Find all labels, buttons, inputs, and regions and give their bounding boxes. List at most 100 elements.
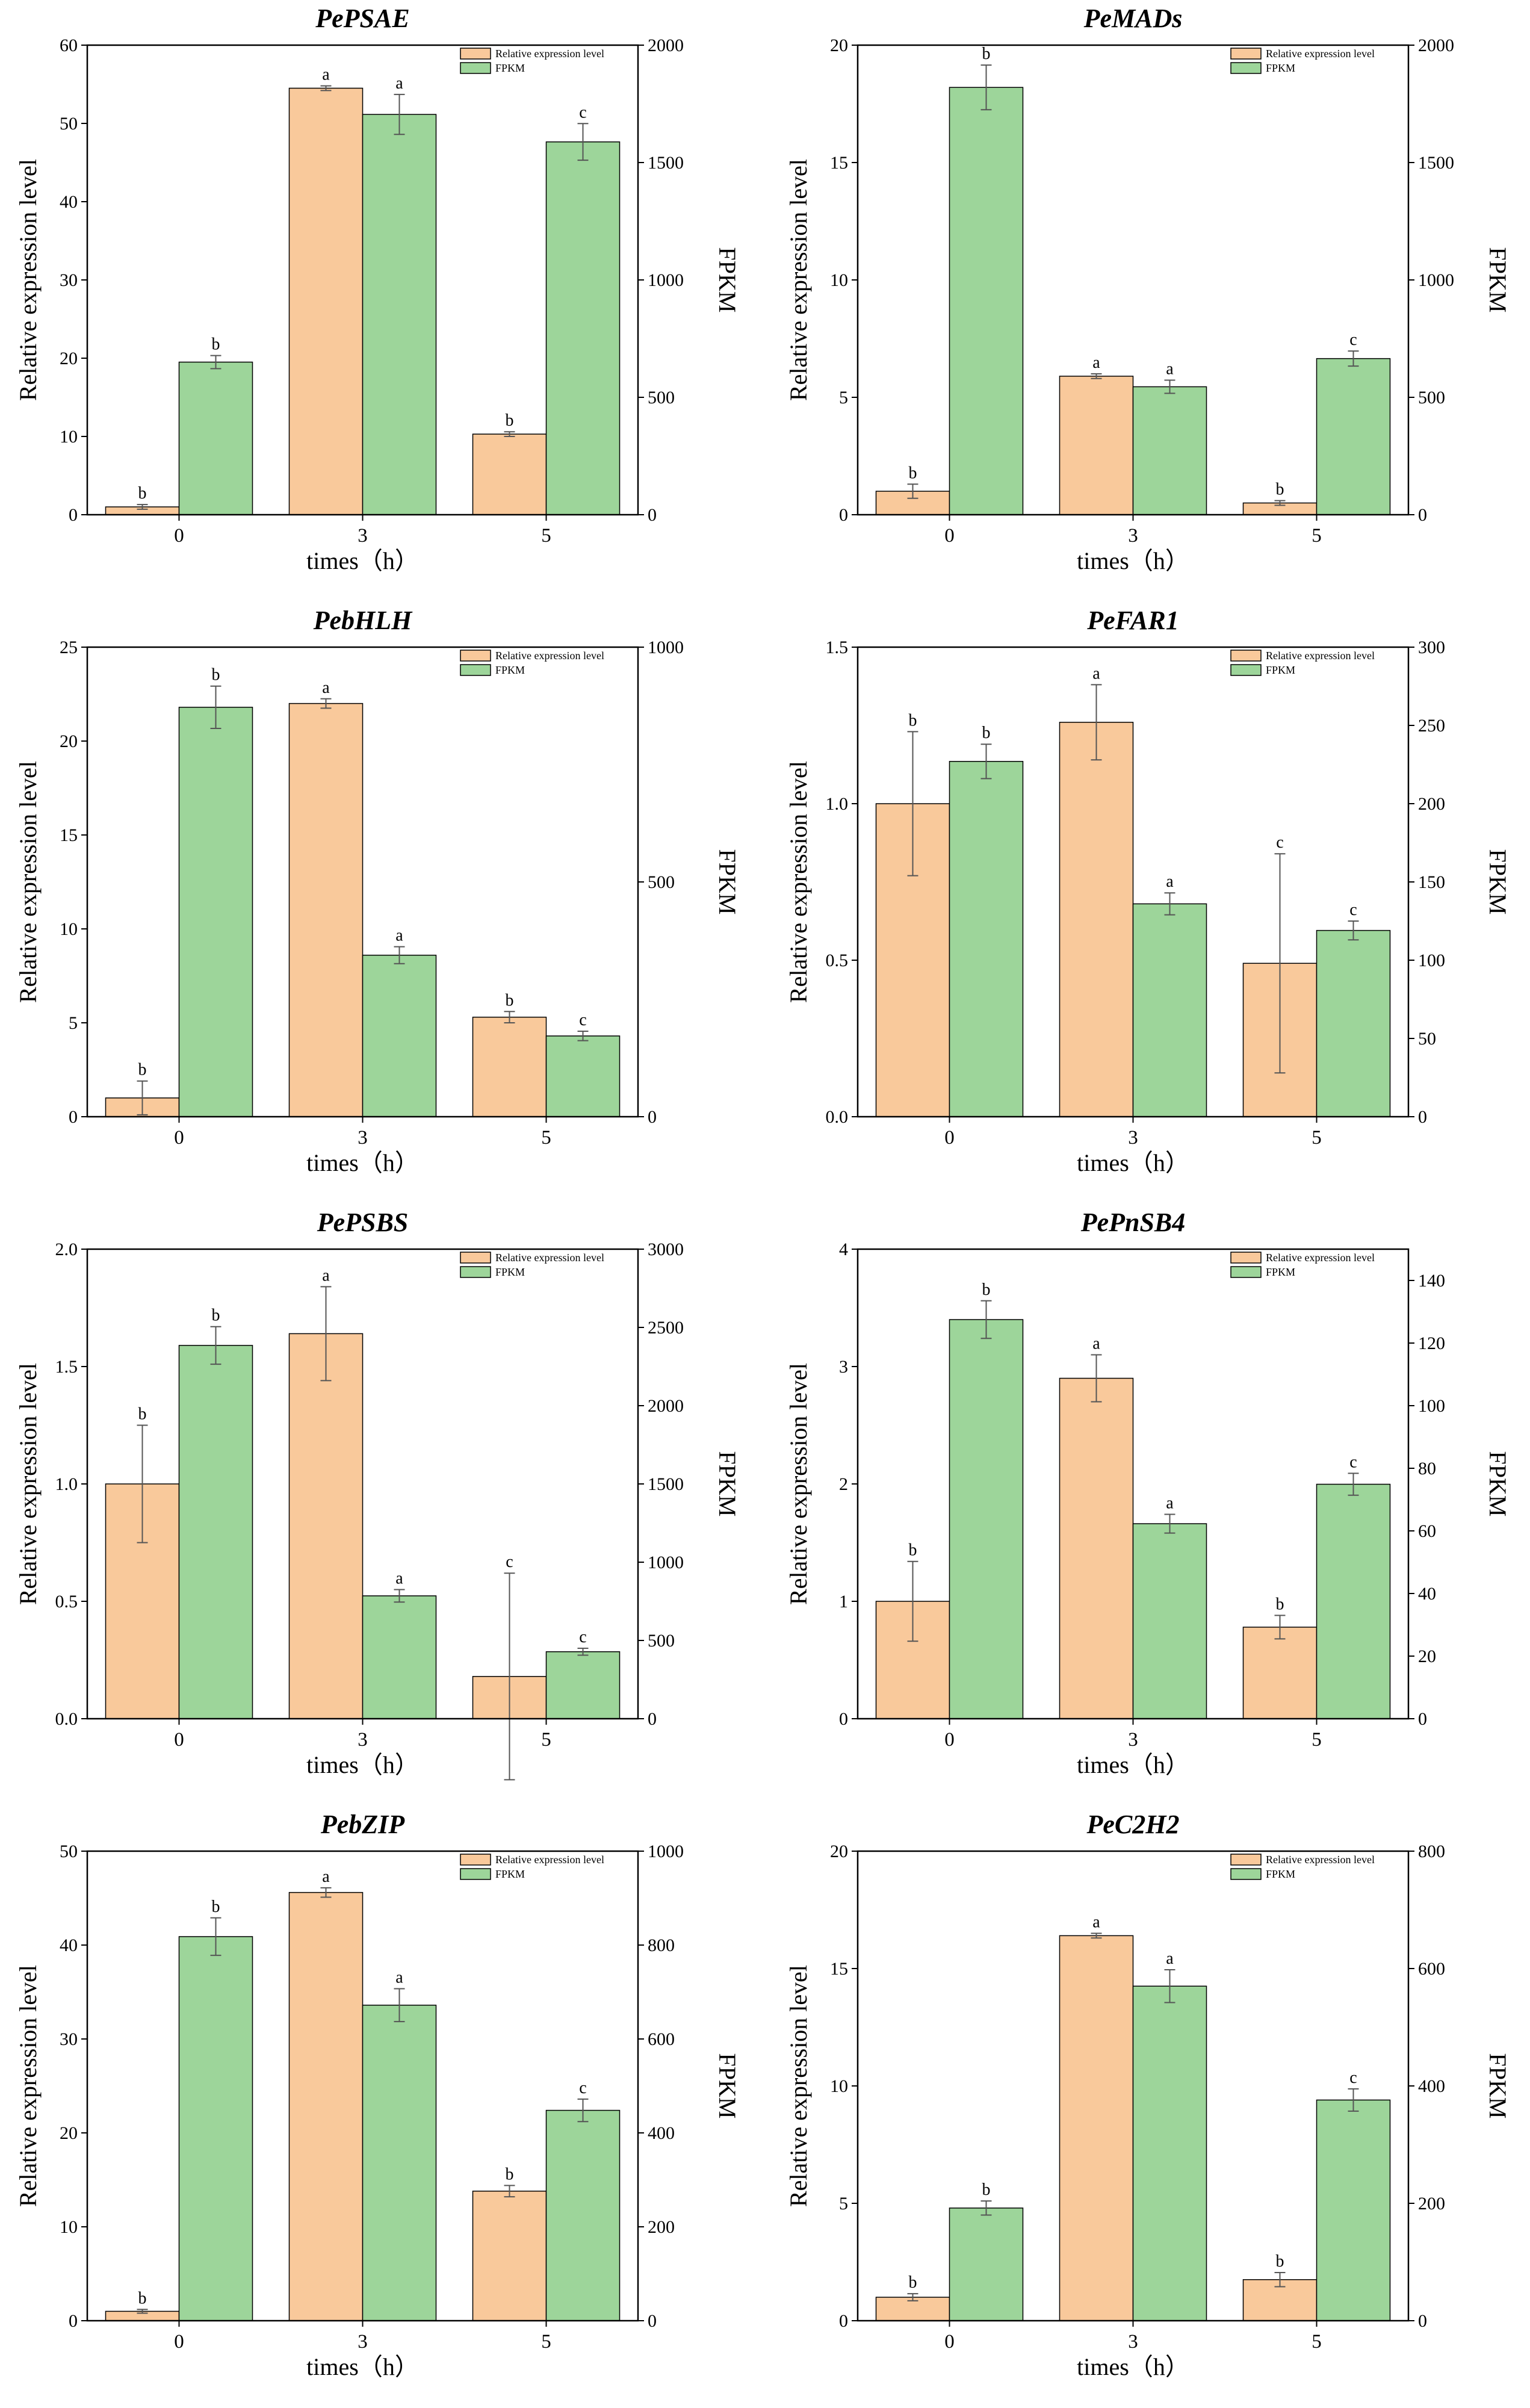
chart-svg: PebHLH b b 0 a a 3 b c 5 0 5 10 15 20 25 0 500 1000 Relativ… (14, 606, 741, 1176)
y-axis-label-left: Relative expression level (14, 159, 42, 401)
y-axis-label-right: FPKM (1484, 2053, 1511, 2119)
y-tick-label-right: 0 (648, 505, 657, 525)
significance-letter: b (909, 2273, 917, 2292)
x-axis-label: times（h） (306, 1149, 419, 1176)
significance-letter: b (982, 1280, 991, 1299)
significance-letter: c (579, 1628, 586, 1646)
significance-letter: b (909, 464, 917, 482)
x-tick-label: 0 (944, 1729, 955, 1751)
y-tick-label-left: 60 (60, 36, 78, 55)
y-axis-label-left: Relative expression level (785, 159, 812, 401)
legend-swatch-relative (460, 650, 491, 662)
y-axis-label-right: FPKM (714, 247, 741, 313)
y-tick-label-right: 3000 (648, 1240, 684, 1259)
x-axis-label: times（h） (306, 547, 419, 574)
bar-fpkm (178, 707, 253, 1117)
chart-panel-3: PebHLH b b 0 a a 3 b c 5 0 5 10 15 20 25 0 500 1000 Relativ… (6, 602, 752, 1204)
bar-relative-expression (1242, 1627, 1318, 1719)
x-tick-label: 3 (358, 2331, 368, 2353)
y-tick-label-left: 50 (60, 1842, 78, 1861)
significance-letter: b (506, 991, 514, 1010)
y-tick-label-left: 2.0 (55, 1240, 78, 1259)
significance-letter: c (579, 2079, 586, 2097)
chart-panel-1: PePSAE b b 0 a a 3 b c 5 0 10 20 30 40 50 60 0 500 1000 1500… (6, 0, 752, 602)
y-axis-label-right: FPKM (1484, 247, 1511, 313)
bar-fpkm (1132, 1523, 1207, 1719)
y-tick-label-left: 40 (60, 192, 78, 212)
legend-label-relative: Relative expression level (495, 650, 604, 662)
y-tick-label-left: 20 (830, 1842, 848, 1861)
chart-title: PePnSB4 (1080, 1208, 1186, 1237)
y-tick-label-right: 1000 (1418, 270, 1454, 290)
chart-panel-6: PePnSB4 b b 0 a a 3 b c 5 0 1 2 3 4 0 20 40 60 80 100 120 140 R… (776, 1204, 1523, 1806)
significance-letter: a (395, 74, 403, 93)
significance-letter: a (1092, 353, 1100, 372)
significance-letter: a (1092, 664, 1100, 683)
y-tick-label-right: 500 (648, 1631, 675, 1651)
legend-label-fpkm: FPKM (495, 1266, 525, 1278)
y-tick-label-right: 0 (1418, 1709, 1427, 1729)
significance-letter: c (1276, 833, 1283, 852)
x-tick-label: 0 (174, 525, 184, 547)
x-tick-label: 5 (541, 2331, 551, 2353)
significance-letter: b (1276, 1595, 1284, 1613)
significance-letter: c (1349, 2068, 1357, 2087)
y-tick-label-right: 100 (1418, 951, 1445, 970)
bar-fpkm (1316, 929, 1391, 1117)
y-tick-label-right: 200 (1418, 794, 1445, 814)
chart-svg: PebZIPbb0aa3bc50102030405002004006008001… (14, 1810, 741, 2380)
significance-letter: a (322, 66, 330, 84)
bar-relative-expression (472, 2190, 547, 2321)
plot-frame (86, 1248, 639, 1720)
y-tick-label-right: 0 (648, 1709, 657, 1729)
significance-letter: c (579, 1011, 586, 1029)
y-axis-label-left: Relative expression level (14, 761, 42, 1003)
legend-swatch-fpkm (1230, 664, 1262, 676)
chart-panel-5: PePSBS b b 0 a a 3 c c 5 0.0 0.5 1.0 1.5 2.0 0 500 1000 15… (6, 1204, 752, 1806)
legend-label-fpkm: FPKM (495, 1868, 525, 1880)
y-tick-label-right: 800 (648, 1935, 675, 1955)
significance-letter: a (395, 1969, 403, 1987)
y-tick-label-left: 15 (830, 1959, 848, 1979)
legend-label-fpkm: FPKM (495, 664, 525, 676)
significance-letter: b (138, 2289, 147, 2307)
legend-swatch-fpkm (460, 62, 491, 74)
bar-fpkm (949, 761, 1024, 1117)
y-tick-label-left: 0.5 (826, 951, 849, 970)
x-tick-label: 0 (174, 1729, 184, 1751)
legend-swatch-fpkm (1230, 1266, 1262, 1278)
bar-relative-expression (1059, 1935, 1134, 2321)
x-tick-label: 3 (1128, 1729, 1138, 1751)
plot-frame (86, 44, 639, 516)
y-tick-label-right: 140 (1418, 1271, 1445, 1291)
y-axis-label-right: FPKM (714, 849, 741, 915)
significance-letter: b (506, 411, 514, 430)
y-tick-label-left: 20 (60, 2123, 78, 2143)
chart-title: PePSAE (315, 4, 409, 33)
y-tick-label-right: 80 (1418, 1459, 1436, 1479)
y-axis-label-left: Relative expression level (14, 1363, 42, 1605)
x-tick-label: 3 (358, 525, 368, 547)
legend-label-relative: Relative expression level (495, 1854, 604, 1866)
y-tick-label-right: 0 (1418, 2311, 1427, 2331)
bar-fpkm (178, 361, 253, 515)
legend-swatch-fpkm (460, 1266, 491, 1278)
significance-letter: a (322, 1867, 330, 1886)
significance-letter: c (506, 1553, 513, 1571)
legend-label-relative: Relative expression level (1266, 1252, 1375, 1264)
x-tick-label: 0 (174, 2331, 184, 2353)
legend-swatch-fpkm (1230, 1868, 1262, 1880)
significance-letter: b (982, 2180, 991, 2199)
legend-label-relative: Relative expression level (495, 1252, 604, 1264)
bar-fpkm (178, 1345, 253, 1719)
significance-letter: a (322, 1266, 330, 1285)
y-tick-label-left: 25 (60, 638, 78, 657)
significance-letter: b (1276, 2252, 1284, 2271)
legend-swatch-relative (460, 48, 491, 60)
y-tick-label-left: 3 (839, 1357, 848, 1377)
y-tick-label-left: 1.0 (55, 1474, 78, 1494)
legend-swatch-relative (460, 1252, 491, 1264)
bar-fpkm (1132, 903, 1207, 1117)
y-tick-label-right: 150 (1418, 872, 1445, 892)
significance-letter: b (212, 335, 220, 354)
